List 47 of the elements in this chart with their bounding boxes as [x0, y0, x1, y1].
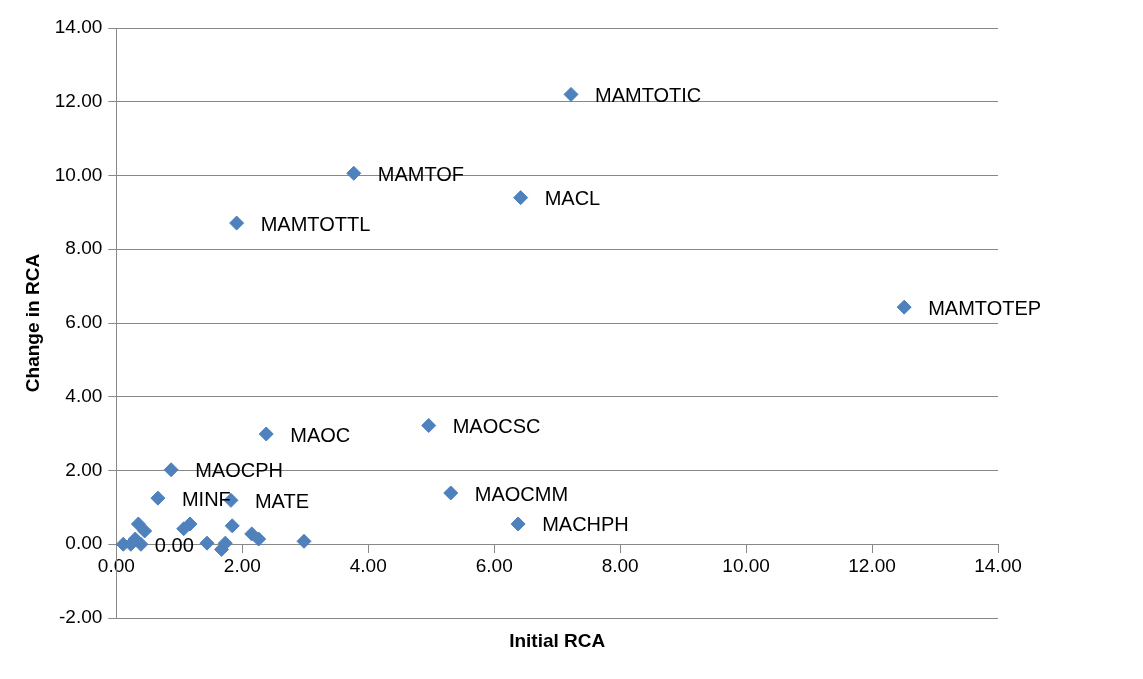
annotation: MACHPH [542, 513, 629, 536]
annotation: MAMTOF [377, 162, 465, 185]
point [421, 418, 437, 434]
y-tick-label: 8.00 [65, 237, 103, 259]
point [443, 485, 459, 501]
annotation: MAOC [290, 423, 351, 446]
y-tick-label: 6.00 [65, 311, 103, 333]
x-tick-label: 6.00 [475, 554, 513, 576]
point [896, 299, 912, 315]
annotation: MAMTOTTL [260, 212, 371, 235]
point [251, 531, 267, 547]
annotation: MAMTOTEP [928, 296, 1042, 319]
point [346, 165, 362, 181]
point [137, 523, 153, 539]
point [258, 426, 274, 442]
annotation: MAMTOTIC [595, 83, 702, 106]
x-tick-label: 8.00 [601, 554, 639, 576]
annotation: MAOCSC [452, 415, 541, 438]
y-tick-label: 2.00 [65, 458, 103, 480]
x-tick-label: 2.00 [223, 554, 261, 576]
x-tick-label: 14.00 [974, 554, 1022, 576]
point [150, 490, 166, 506]
annotation: MATE [254, 489, 310, 512]
point [513, 190, 529, 206]
x-tick-label: 0.00 [97, 554, 135, 576]
y-tick-label: 0.00 [65, 532, 103, 554]
annotation: MAOCPH [195, 459, 283, 482]
point [199, 535, 215, 551]
x-tick-label: 12.00 [848, 554, 896, 576]
y-tick-label: 10.00 [54, 163, 103, 185]
point [224, 518, 240, 534]
point [229, 215, 245, 231]
x-axis-title: Initial RCA [509, 629, 606, 651]
y-axis-title: Change in RCA [21, 253, 43, 393]
point [563, 86, 579, 102]
x-tick-label: 4.00 [349, 554, 387, 576]
annotation: 0.00 [154, 533, 194, 556]
annotation: MAOCMM [474, 482, 569, 505]
y-tick-label: 4.00 [65, 384, 103, 406]
x-tick-label: 10.00 [722, 554, 770, 576]
annotation: MACL [544, 187, 601, 210]
y-tick-label: -2.00 [59, 606, 103, 628]
point [510, 516, 526, 532]
y-tick-label: 12.00 [54, 89, 103, 111]
point [163, 462, 179, 478]
y-tick-label: 14.00 [54, 16, 103, 38]
point [296, 533, 312, 549]
